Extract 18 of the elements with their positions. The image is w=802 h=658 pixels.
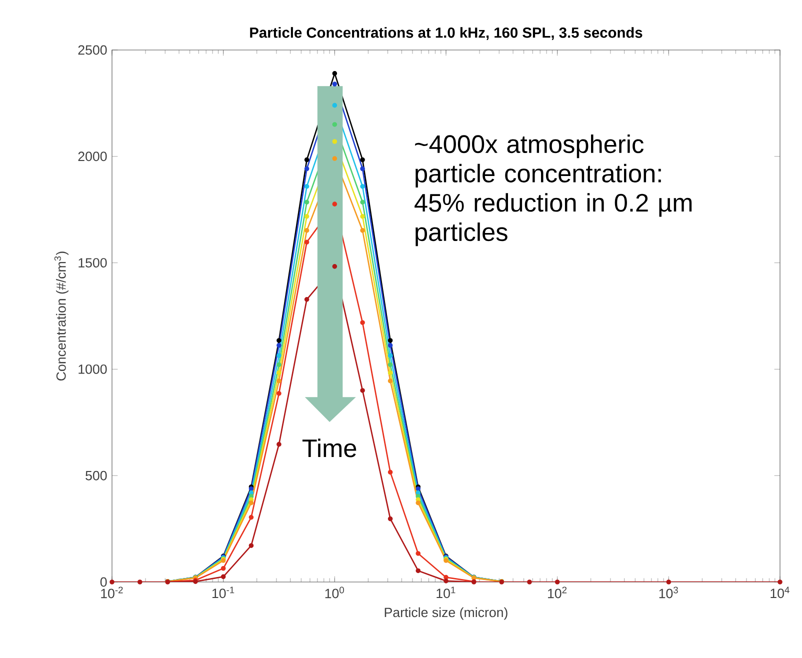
x-tick-label: 10$^{-2}$ [101,586,123,598]
y-tick-label: 0 [100,577,107,587]
y-tick-label: 500 [86,470,107,480]
y-tick-label: 1500 [78,258,107,268]
annotation: ~4000x atmospheric particle concentration: 45% reduction in 0.2 µm particles [414,134,692,246]
x-tick-label: 10$^{0}$ [325,586,344,598]
y-tick-label: 1000 [78,364,107,374]
x-tick-label: 10$^{1}$ [436,586,456,598]
y-tick-label: 2500 [78,45,107,55]
annotation: Time [302,438,356,458]
x-axis-title: Particle size (micron) [384,607,508,620]
x-tick-label: 10$^{-1}$ [212,586,234,598]
y-axis-title: Concentration (#/cm$^{3}$) [54,252,68,381]
x-tick-label: 10$^{3}$ [659,586,678,598]
y-tick-label: 2000 [78,152,107,162]
chart-title: Particle Concentrations at 1.0 kHz, 160 SPL, 3.5 seconds [250,27,642,40]
x-tick-label: 10$^{4}$ [770,586,790,598]
x-tick-label: 10$^{2}$ [548,586,567,598]
